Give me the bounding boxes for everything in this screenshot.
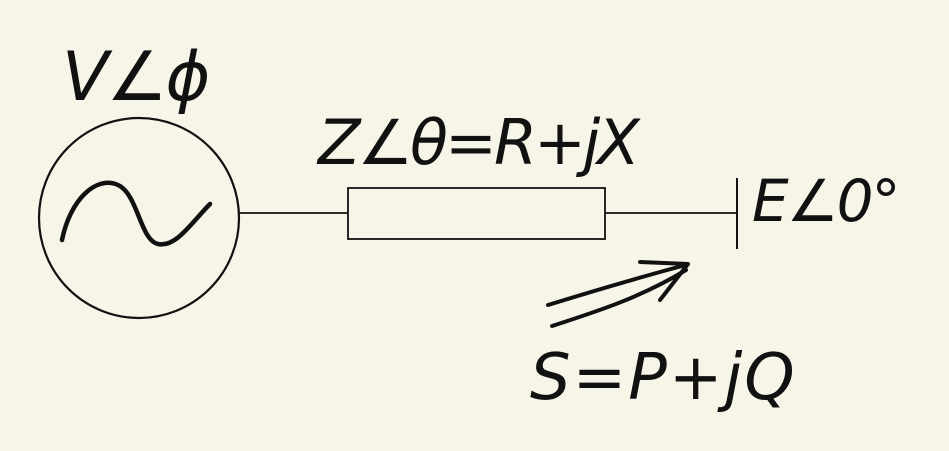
source-voltage-label: V∠ϕ (62, 44, 208, 112)
sine-wave-icon (62, 183, 210, 245)
power-flow-arrow-icon (548, 262, 688, 326)
resistor-box-icon (348, 188, 605, 239)
bus-voltage-label: E∠0° (752, 172, 899, 230)
ac-voltage-source-icon (39, 118, 239, 318)
power-flow-label: S=P+jQ (530, 346, 797, 410)
impedance-label: Z∠θ=R+jX (318, 112, 637, 174)
